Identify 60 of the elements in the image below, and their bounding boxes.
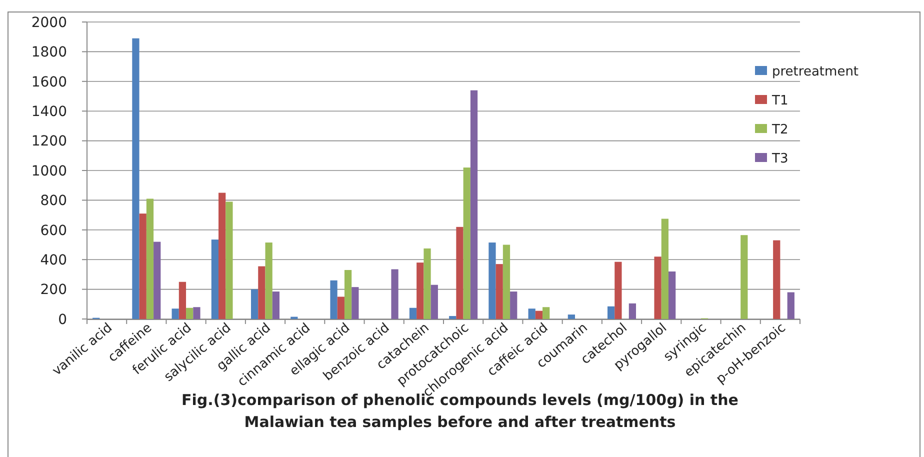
bar xyxy=(430,284,438,319)
bar xyxy=(470,90,478,319)
bar xyxy=(528,308,536,319)
bar xyxy=(535,310,543,319)
bar xyxy=(132,38,140,319)
bar xyxy=(628,303,636,319)
y-tick-label: 1800 xyxy=(31,44,67,61)
bar xyxy=(661,218,668,319)
bar xyxy=(139,214,146,319)
bar xyxy=(424,248,431,319)
bar xyxy=(496,264,503,319)
bar xyxy=(654,256,662,319)
bar xyxy=(258,266,266,319)
bar xyxy=(614,262,622,319)
bar xyxy=(416,262,424,319)
bar xyxy=(218,192,226,319)
bar xyxy=(344,270,352,319)
bar xyxy=(250,289,258,319)
y-tick-label: 1600 xyxy=(31,74,67,90)
bar xyxy=(568,314,576,319)
bar xyxy=(193,307,200,319)
bar xyxy=(352,287,359,319)
y-tick-label: 1400 xyxy=(31,104,67,120)
legend-label: T3 xyxy=(771,152,788,167)
bar xyxy=(542,307,550,319)
bar xyxy=(272,292,280,319)
legend-label: pretreatment xyxy=(772,64,859,80)
bar xyxy=(172,308,179,319)
bar xyxy=(337,296,344,319)
bar xyxy=(211,240,219,319)
bar xyxy=(146,198,154,319)
y-tick-label: 800 xyxy=(40,193,67,210)
bar xyxy=(409,308,417,319)
bar xyxy=(502,244,510,319)
bar xyxy=(391,269,398,319)
bar xyxy=(449,316,456,319)
bar xyxy=(456,226,464,319)
y-tick-label: 600 xyxy=(40,222,67,239)
bar xyxy=(607,306,615,319)
legend-label: T1 xyxy=(771,94,788,109)
bar xyxy=(463,168,470,319)
bar xyxy=(510,292,518,319)
y-tick-label: 1200 xyxy=(31,134,67,150)
bar xyxy=(265,242,272,319)
bar xyxy=(740,235,748,319)
bar xyxy=(154,242,161,319)
bar xyxy=(668,271,676,319)
bar xyxy=(330,280,338,319)
legend-label: T2 xyxy=(771,122,788,138)
y-tick-label: 0 xyxy=(58,312,67,328)
bar xyxy=(178,282,186,319)
bar xyxy=(773,240,780,319)
y-tick-label: 400 xyxy=(40,252,67,268)
bar xyxy=(186,308,194,319)
y-tick-label: 2000 xyxy=(31,14,67,31)
y-tick-label: 200 xyxy=(40,282,67,298)
bar xyxy=(787,292,794,319)
bar xyxy=(488,242,496,319)
bar xyxy=(226,202,233,319)
y-tick-label: 1000 xyxy=(31,163,67,180)
